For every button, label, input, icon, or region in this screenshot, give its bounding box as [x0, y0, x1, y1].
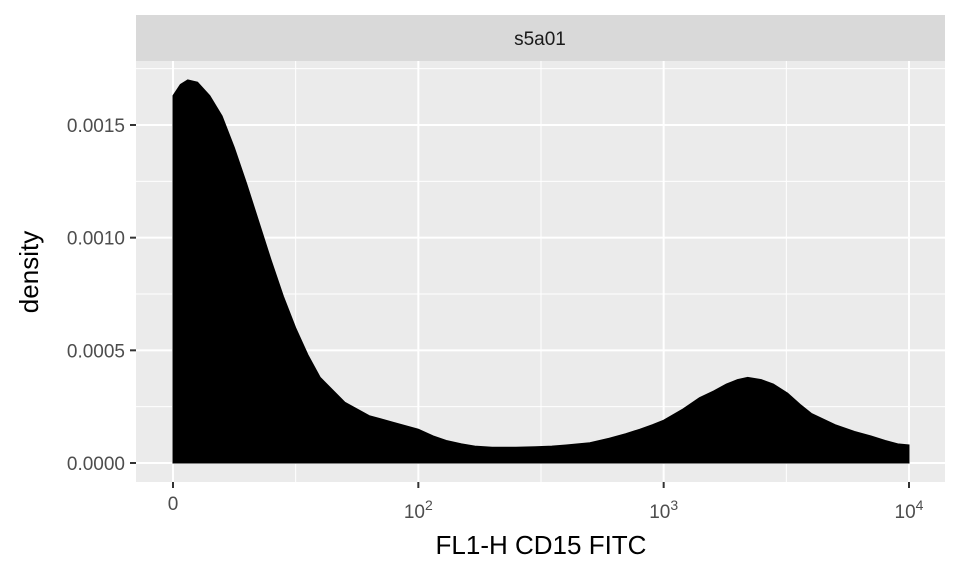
density-area-layer [172, 79, 910, 464]
y-axis: 0.0000 0.0005 0.0010 0.0015 [67, 116, 136, 475]
x-tick-label: 104 [895, 497, 924, 523]
x-tick-label: 103 [649, 497, 678, 523]
y-tick-label: 0.0005 [67, 341, 125, 362]
x-axis: 0 102 103 104 [168, 482, 924, 523]
y-tick-label: 0.0000 [67, 454, 125, 475]
x-tick-label: 0 [168, 494, 179, 515]
x-tick-label: 102 [404, 497, 433, 523]
facet-strip-label: s5a01 [514, 29, 566, 50]
y-tick-label: 0.0015 [67, 116, 125, 137]
y-tick-label: 0.0010 [67, 229, 125, 250]
y-axis-title: density [14, 231, 44, 313]
density-area [172, 79, 910, 464]
x-axis-title: FL1-H CD15 FITC [436, 530, 647, 560]
strip-background [136, 15, 945, 61]
